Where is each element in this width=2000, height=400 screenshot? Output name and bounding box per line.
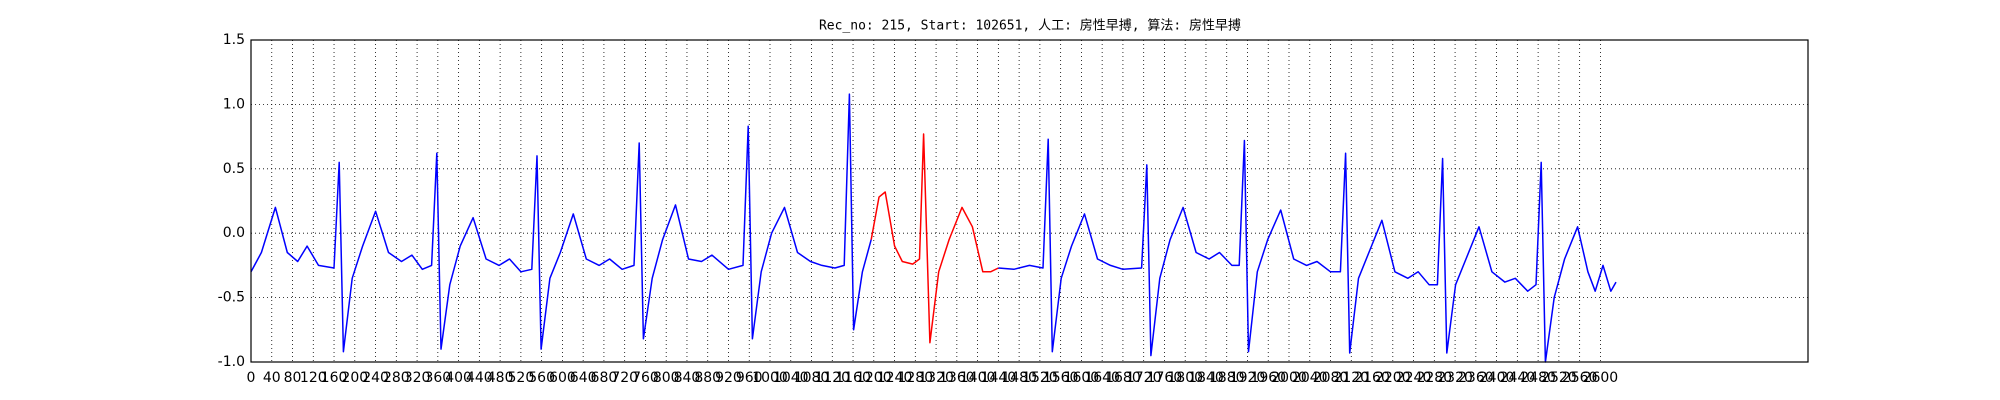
x-tick-label: 200	[341, 370, 368, 386]
plot-frame	[250, 39, 1809, 363]
x-tick-label: 2160	[1354, 370, 1390, 386]
x-tick-label: 120	[300, 370, 327, 386]
x-tick-label: 520	[508, 370, 535, 386]
x-tick-label: 1000	[752, 370, 788, 386]
x-tick-label: 920	[715, 370, 742, 386]
x-tick-label: 2240	[1396, 370, 1432, 386]
x-tick-label: 2440	[1500, 370, 1536, 386]
x-tick-label: 1880	[1209, 370, 1245, 386]
x-tick-label: 1960	[1250, 370, 1286, 386]
x-tick-label: 2600	[1583, 370, 1619, 386]
x-tick-label: 2280	[1416, 370, 1452, 386]
x-tick-label: 440	[466, 370, 493, 386]
x-tick-label: 320	[404, 370, 431, 386]
y-tick-label: 0.5	[223, 161, 245, 177]
x-tick-label: 1680	[1105, 370, 1141, 386]
x-tick-label: 1040	[773, 370, 809, 386]
x-tick-label: 840	[674, 370, 701, 386]
ecg-line	[250, 93, 872, 353]
x-tick-label: 2200	[1375, 370, 1411, 386]
x-tick-label: 1160	[835, 370, 871, 386]
x-tick-label: 1280	[897, 370, 933, 386]
x-tick-label: 1800	[1167, 370, 1203, 386]
x-tick-label: 1200	[856, 370, 892, 386]
x-tick-label: 2120	[1333, 370, 1369, 386]
x-tick-label: 1560	[1043, 370, 1079, 386]
x-tick-label: 480	[487, 370, 514, 386]
y-tick-label: 0.0	[223, 225, 245, 241]
x-tick-label: 0	[247, 370, 256, 386]
ecg-line	[870, 133, 999, 344]
x-tick-label: 2560	[1562, 370, 1598, 386]
x-tick-label: 1120	[814, 370, 850, 386]
y-tick-label: -1.0	[218, 354, 245, 370]
x-tick-label: 2480	[1520, 370, 1556, 386]
x-tick-label: 1480	[1001, 370, 1037, 386]
x-tick-label: 1720	[1126, 370, 1162, 386]
x-tick-label: 2520	[1541, 370, 1577, 386]
y-tick-label: -0.5	[218, 290, 245, 306]
y-tick-label: 1.0	[223, 96, 245, 112]
x-tick-label: 760	[632, 370, 659, 386]
x-tick-label: 2000	[1271, 370, 1307, 386]
x-tick-label: 600	[549, 370, 576, 386]
x-tick-label: 400	[445, 370, 472, 386]
y-tick-label: 1.5	[223, 32, 245, 48]
x-tick-label: 560	[528, 370, 555, 386]
chart-title: Rec_no: 215, Start: 102651, 人工: 房性早搏, 算法…	[819, 18, 1241, 34]
x-tick-label: 2320	[1437, 370, 1473, 386]
x-tick-label: 1520	[1022, 370, 1058, 386]
x-tick-label: 680	[591, 370, 618, 386]
x-tick-label: 1600	[1064, 370, 1100, 386]
x-tick-label: 720	[611, 370, 638, 386]
x-tick-label: 1360	[939, 370, 975, 386]
x-tick-label: 2080	[1313, 370, 1349, 386]
x-tick-label: 2360	[1458, 370, 1494, 386]
x-tick-label: 1440	[981, 370, 1017, 386]
x-tick-label: 40	[263, 370, 281, 386]
x-tick-label: 1320	[918, 370, 954, 386]
x-tick-label: 80	[284, 370, 302, 386]
x-tick-label: 2040	[1292, 370, 1328, 386]
x-tick-label: 880	[694, 370, 721, 386]
x-tick-label: 2400	[1479, 370, 1515, 386]
x-tick-label: 800	[653, 370, 680, 386]
x-tick-label: 360	[424, 370, 451, 386]
x-tick-label: 1080	[794, 370, 830, 386]
x-tick-label: 1760	[1147, 370, 1183, 386]
x-tick-label: 240	[362, 370, 389, 386]
x-tick-label: 160	[321, 370, 348, 386]
x-tick-label: 1920	[1230, 370, 1266, 386]
x-tick-label: 280	[383, 370, 410, 386]
x-tick-label: 640	[570, 370, 597, 386]
x-tick-label: 1240	[877, 370, 913, 386]
x-tick-label: 1840	[1188, 370, 1224, 386]
x-tick-label: 960	[736, 370, 763, 386]
ecg-line	[998, 138, 1617, 363]
x-tick-label: 1400	[960, 370, 996, 386]
x-tick-label: 1640	[1084, 370, 1120, 386]
